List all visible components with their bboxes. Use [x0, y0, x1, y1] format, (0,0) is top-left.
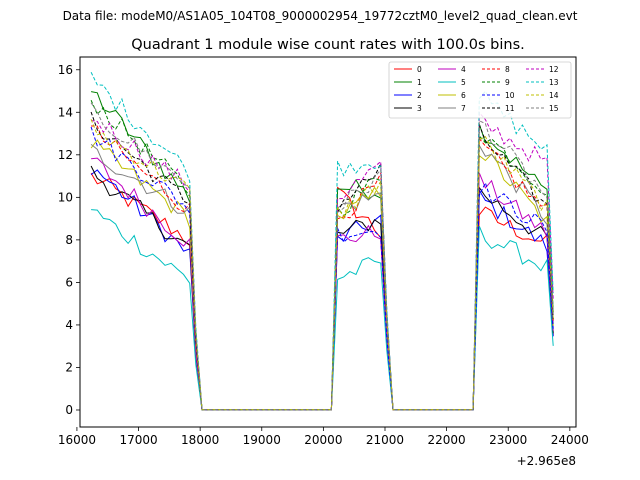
- series-line-15: [90, 102, 554, 411]
- x-tick-label: 24000: [551, 433, 589, 447]
- y-tick-label: 2: [65, 360, 73, 374]
- legend-frame: [388, 61, 572, 119]
- x-tick-label: 21000: [366, 433, 404, 447]
- legend-label-2: 2: [417, 91, 422, 100]
- legend-label-12: 12: [549, 65, 559, 74]
- legend-label-11: 11: [505, 104, 515, 113]
- plot-frame: [79, 56, 577, 428]
- x-tick-label: 20000: [304, 433, 342, 447]
- series-layer: [90, 71, 554, 411]
- y-tick-label: 12: [58, 148, 73, 162]
- legend-label-9: 9: [505, 78, 510, 87]
- series-line-14: [90, 119, 554, 411]
- figure-suptitle: Data file: modeM0/AS1A05_104T08_90000029…: [63, 9, 578, 23]
- y-tick-label: 4: [65, 318, 73, 332]
- x-tick-label: 19000: [243, 433, 281, 447]
- legend-label-3: 3: [417, 104, 422, 113]
- x-axis: 16000 17000 18000 19000 20000 21000 22000 23000…: [58, 427, 589, 447]
- legend-label-1: 1: [417, 78, 422, 87]
- y-tick-label: 0: [65, 403, 73, 417]
- x-tick-label: 22000: [428, 433, 466, 447]
- legend-label-7: 7: [461, 104, 466, 113]
- series-line-13: [90, 71, 554, 411]
- legend-label-14: 14: [549, 91, 559, 100]
- legend-label-15: 15: [549, 104, 559, 113]
- x-tick-label: 23000: [489, 433, 527, 447]
- legend-label-10: 10: [505, 91, 515, 100]
- x-axis-offset-label: +2.965e8: [517, 454, 576, 468]
- y-tick-label: 16: [58, 63, 73, 77]
- legend-label-5: 5: [461, 78, 466, 87]
- y-axis: 0 2 4 6 8 10 12 14 16: [58, 63, 80, 417]
- x-tick-label: 18000: [181, 433, 219, 447]
- chart-title: Quadrant 1 module wise count rates with …: [131, 37, 525, 53]
- legend-label-13: 13: [549, 78, 559, 87]
- x-tick-label: 16000: [58, 433, 96, 447]
- y-tick-label: 14: [58, 105, 73, 119]
- legend-label-4: 4: [461, 65, 466, 74]
- legend-label-6: 6: [461, 91, 466, 100]
- x-tick-label: 17000: [119, 433, 157, 447]
- legend-label-0: 0: [417, 65, 422, 74]
- y-tick-label: 10: [58, 190, 73, 204]
- legend-label-8: 8: [505, 65, 510, 74]
- y-tick-label: 6: [65, 275, 73, 289]
- y-tick-label: 8: [65, 233, 73, 247]
